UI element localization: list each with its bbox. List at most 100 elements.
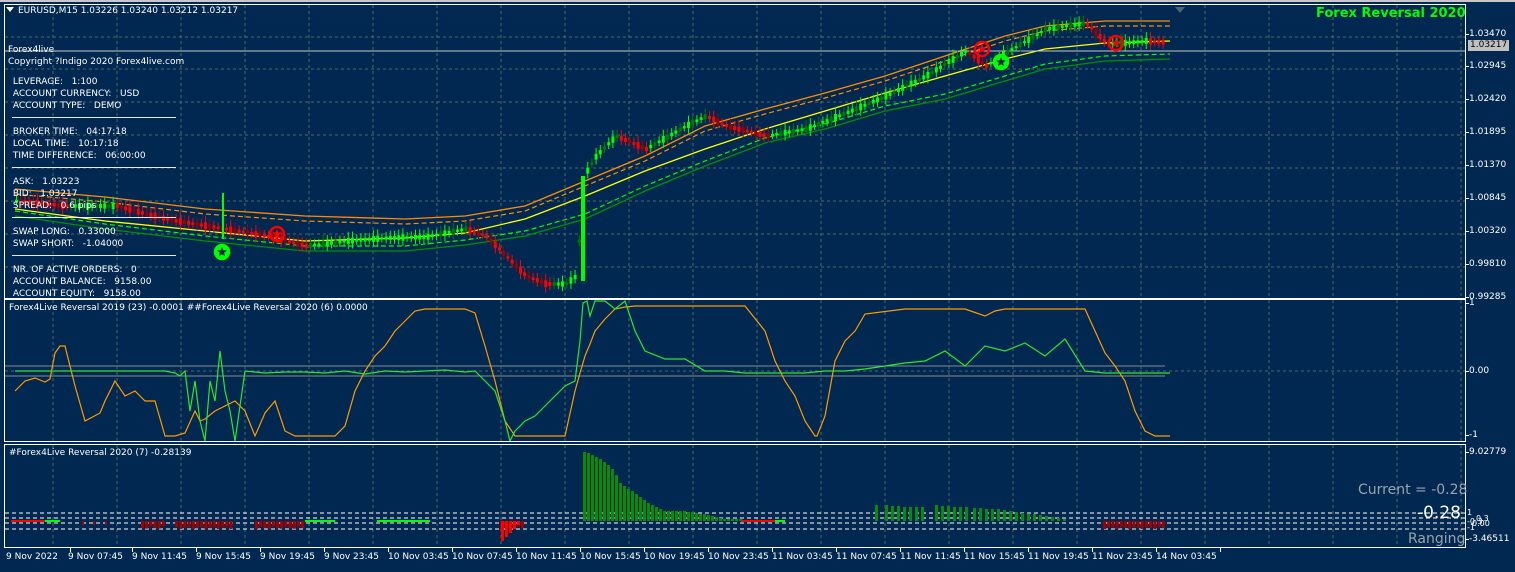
price-tick: 1.02945 (1464, 61, 1507, 71)
candle-body (829, 116, 833, 122)
time-tick (644, 548, 645, 552)
hist-bar-red (191, 521, 195, 529)
hist-axis-max: 9.02779 (1464, 447, 1507, 457)
candle-body (1010, 48, 1014, 52)
info-separator (8, 217, 184, 226)
candle-body (443, 230, 447, 237)
current-price-badge: 1.03217 (1468, 40, 1510, 51)
hist-bar-green (683, 511, 686, 521)
candle-body (229, 226, 233, 234)
candle-body (464, 226, 468, 232)
candle-body (1119, 39, 1123, 47)
candle-body (577, 239, 581, 243)
candle-body (183, 220, 186, 225)
candle-body (913, 79, 917, 84)
hist-bar-green (723, 519, 726, 521)
histogram-pane[interactable] (4, 444, 1466, 548)
hist-bar-red (208, 521, 212, 528)
candle-body (939, 65, 942, 69)
candle-body (174, 218, 178, 223)
candle-body (682, 126, 686, 129)
candle-body (367, 237, 371, 241)
hist-bar-green (1021, 513, 1024, 521)
candle-body (821, 121, 825, 124)
hist-bar-green (979, 508, 982, 521)
hist-bar-red (1132, 521, 1136, 528)
dropdown-triangle-icon[interactable] (6, 7, 14, 12)
market-state-label: Ranging (1408, 531, 1466, 547)
candle-body (813, 124, 816, 127)
price-chart-canvas[interactable] (5, 5, 1466, 299)
candle-body (619, 135, 623, 141)
histogram-canvas[interactable] (5, 445, 1466, 548)
candle-body (506, 256, 510, 259)
candle-body (712, 116, 716, 123)
candle-body (640, 144, 644, 150)
hist-bar-red (280, 521, 284, 529)
oscillator-axis[interactable]: 1 0.00 -1 (1464, 0, 1515, 572)
hist-bar-red (1136, 521, 1140, 528)
candle-body (783, 129, 787, 136)
candle-body (1094, 29, 1098, 36)
oscillator-pane[interactable] (4, 299, 1466, 442)
candle-body (288, 240, 291, 244)
info-row: ACCOUNT TYPE: DEMO (10, 101, 122, 111)
candle-body (401, 234, 405, 241)
candle-body (594, 153, 598, 160)
time-tick (836, 548, 837, 552)
hist-bar-green (909, 507, 912, 521)
oscillator-canvas[interactable] (5, 300, 1466, 442)
hist-bar-green (715, 517, 718, 521)
price-chart-pane[interactable] (4, 4, 1466, 299)
candle-body (737, 126, 741, 132)
time-tick (1156, 548, 1157, 552)
hist-bar-green (1045, 516, 1048, 521)
candle-body (657, 140, 661, 144)
candle-body (187, 220, 191, 226)
info-row: ASK: 1.03223 (10, 177, 80, 187)
hist-bar-red (1119, 521, 1123, 528)
hist-segment (741, 520, 775, 522)
sell-signal-star-icon (1107, 34, 1125, 52)
brand-title: Forex Reversal 2020 (1316, 6, 1466, 21)
candle-body (48, 202, 52, 206)
candle-body (23, 200, 27, 204)
hist-bar-green (583, 452, 586, 521)
hist-bar-red (297, 521, 300, 527)
window-top-border (0, 0, 1515, 2)
time-label: 9 Nov 11:45 (132, 552, 187, 562)
time-tick (1220, 548, 1221, 552)
hist-axis-min: -3.46511 (1464, 534, 1510, 544)
candle-body (334, 240, 338, 245)
current-value-label: Current = -0.28 (1358, 482, 1468, 498)
candle-body (951, 55, 955, 63)
histogram-axis[interactable]: 9.02779 -3.46511 (1464, 444, 1515, 548)
candle-body (36, 199, 39, 207)
candle-body (859, 103, 863, 111)
hist-bar-green (699, 514, 702, 521)
info-row: LEVERAGE: 1:100 (10, 77, 98, 87)
info-gap (8, 68, 184, 76)
symbol-header[interactable]: EURUSD,M15 1.03226 1.03240 1.03212 1.032… (6, 6, 238, 16)
candle-body (296, 240, 300, 247)
price-axis[interactable]: 1.03470 1.02945 1.02420 1.01895 1.01370 1.008… (1464, 0, 1515, 302)
candle-body (304, 243, 308, 249)
candle-body (115, 204, 119, 208)
candle-body (405, 236, 409, 239)
time-axis[interactable]: 9 Nov 2022 9 Nov 07:45 9 Nov 11:45 9 Nov 15… (0, 548, 1466, 572)
candle-body (132, 209, 136, 212)
hist-bar-red (1128, 521, 1132, 529)
candle-body (548, 281, 552, 287)
candle-body (607, 142, 611, 146)
candle-body (943, 63, 947, 67)
hist-bar-red (82, 521, 84, 525)
candle-body (262, 234, 266, 237)
candle-body (775, 133, 779, 136)
time-label: 9 Nov 19:45 (260, 552, 315, 562)
candle-body (661, 135, 665, 143)
candle-body (691, 120, 695, 126)
candle-body (300, 242, 304, 248)
candle-body (796, 129, 800, 132)
candle-body (73, 204, 77, 208)
candle-body (674, 130, 678, 134)
